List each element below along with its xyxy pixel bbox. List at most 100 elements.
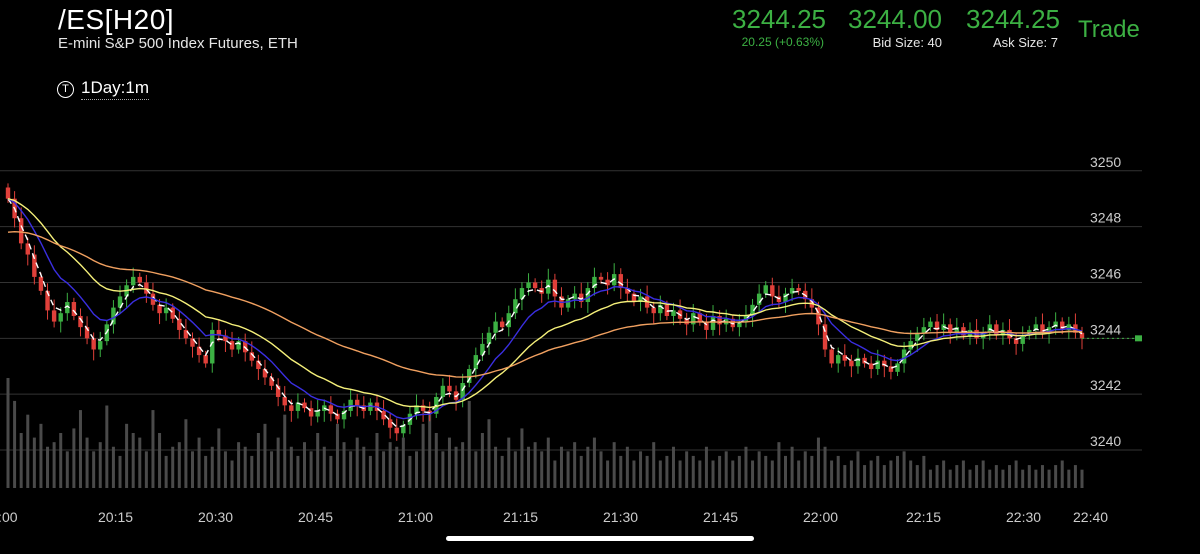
candle-body bbox=[855, 357, 861, 367]
candle-body bbox=[585, 288, 591, 303]
candle-body bbox=[822, 324, 828, 350]
volume-bar bbox=[237, 442, 241, 488]
volume-bar bbox=[421, 423, 425, 488]
candle-body bbox=[697, 313, 703, 322]
candle-body bbox=[552, 279, 558, 297]
volume-bar bbox=[270, 451, 274, 488]
candle-body bbox=[671, 310, 676, 316]
candle-body bbox=[737, 321, 742, 328]
volume-bar bbox=[283, 414, 287, 488]
volume-bar bbox=[658, 460, 662, 488]
volume-bar bbox=[362, 446, 366, 488]
bid-price[interactable]: 3244.00 bbox=[848, 4, 942, 34]
volume-bar bbox=[737, 455, 741, 488]
volume-bar bbox=[803, 451, 807, 488]
candle-body bbox=[25, 243, 30, 255]
candle-body bbox=[210, 329, 215, 364]
timeframe-icon: T bbox=[57, 80, 74, 98]
volume-bar bbox=[797, 460, 801, 488]
price-chart[interactable]: 3240 3242 3244 3246 3248 3250 20:00 20:15 20:30 2… bbox=[0, 110, 1200, 530]
volume-bar bbox=[1073, 465, 1077, 488]
volume-bar bbox=[764, 455, 768, 488]
candle-body bbox=[32, 254, 37, 277]
candle-body bbox=[256, 360, 261, 370]
volume-bar bbox=[13, 400, 17, 488]
volume-bar bbox=[1001, 469, 1005, 488]
candle-body bbox=[401, 424, 406, 434]
volume-bar bbox=[625, 446, 629, 488]
candle-body bbox=[414, 405, 419, 414]
volume-bar bbox=[665, 455, 669, 488]
price-axis-label: 3242 bbox=[1090, 377, 1121, 393]
volume-bar bbox=[447, 437, 451, 488]
candle-body bbox=[921, 327, 927, 333]
volume-bar bbox=[388, 442, 392, 488]
volume-bar bbox=[836, 455, 840, 488]
timeframe-selector[interactable]: T 1Day:1m bbox=[57, 77, 150, 101]
ema-line bbox=[7, 198, 1083, 409]
candle-body bbox=[91, 338, 96, 350]
volume-bar bbox=[507, 437, 511, 488]
candle-body bbox=[111, 307, 116, 325]
candle-body bbox=[750, 304, 755, 316]
bid-size: Bid Size: 40 bbox=[872, 35, 942, 50]
volume-bar bbox=[843, 465, 847, 488]
ema-line bbox=[7, 198, 1083, 420]
candle-body bbox=[1020, 335, 1025, 344]
candle-body bbox=[190, 338, 195, 347]
symbol-title: /ES[H20] bbox=[58, 4, 175, 35]
volume-bar bbox=[915, 465, 919, 488]
volume-bar bbox=[395, 446, 399, 488]
volume-bar bbox=[981, 460, 985, 488]
volume-bar bbox=[118, 455, 122, 488]
candle-body bbox=[789, 288, 795, 294]
volume-bar bbox=[329, 455, 333, 488]
volume-bar bbox=[579, 455, 583, 488]
volume-bar bbox=[72, 428, 76, 488]
volume-bar bbox=[955, 465, 959, 488]
candle-body bbox=[1053, 321, 1058, 328]
candle-body bbox=[275, 385, 281, 397]
candle-body bbox=[420, 405, 426, 411]
volume-bar bbox=[592, 437, 596, 488]
candle-body bbox=[236, 341, 241, 350]
ema-line bbox=[7, 198, 1083, 428]
volume-bar bbox=[1014, 460, 1018, 488]
volume-bar bbox=[230, 460, 234, 488]
volume-bar bbox=[368, 455, 372, 488]
timeframe-label: 1Day:1m bbox=[81, 78, 150, 100]
volume-bar bbox=[540, 451, 544, 488]
time-axis-label: 21:45 bbox=[703, 509, 738, 525]
volume-bar bbox=[408, 455, 412, 488]
volume-bar bbox=[210, 446, 214, 488]
candle-body bbox=[38, 276, 44, 291]
candle-body bbox=[882, 360, 887, 367]
volume-bar bbox=[138, 437, 142, 488]
trade-button[interactable]: Trade bbox=[1078, 16, 1140, 43]
home-indicator[interactable] bbox=[446, 536, 754, 541]
candle-body bbox=[513, 299, 518, 314]
candle-body bbox=[45, 290, 50, 311]
volume-bar bbox=[975, 465, 979, 488]
volume-bar bbox=[586, 446, 590, 488]
volume-bar bbox=[751, 460, 755, 488]
volume-bar bbox=[869, 460, 873, 488]
volume-bar bbox=[474, 451, 478, 488]
candle-body bbox=[928, 321, 933, 328]
candle-body bbox=[447, 385, 452, 392]
volume-bar bbox=[652, 442, 656, 488]
volume-bar bbox=[876, 455, 880, 488]
volume-bar bbox=[988, 469, 992, 488]
time-axis-label: 22:15 bbox=[906, 509, 941, 525]
candle-body bbox=[65, 302, 70, 314]
candle-body bbox=[796, 288, 801, 291]
volume-bar bbox=[856, 451, 860, 488]
candle-body bbox=[78, 315, 83, 328]
candle-body bbox=[368, 402, 373, 411]
ask-price[interactable]: 3244.25 bbox=[966, 4, 1060, 34]
volume-bar bbox=[777, 442, 781, 488]
candle-body bbox=[341, 410, 347, 420]
time-axis-label: 21:00 bbox=[398, 509, 433, 525]
candle-body bbox=[605, 279, 610, 286]
volume-bar bbox=[711, 460, 715, 488]
